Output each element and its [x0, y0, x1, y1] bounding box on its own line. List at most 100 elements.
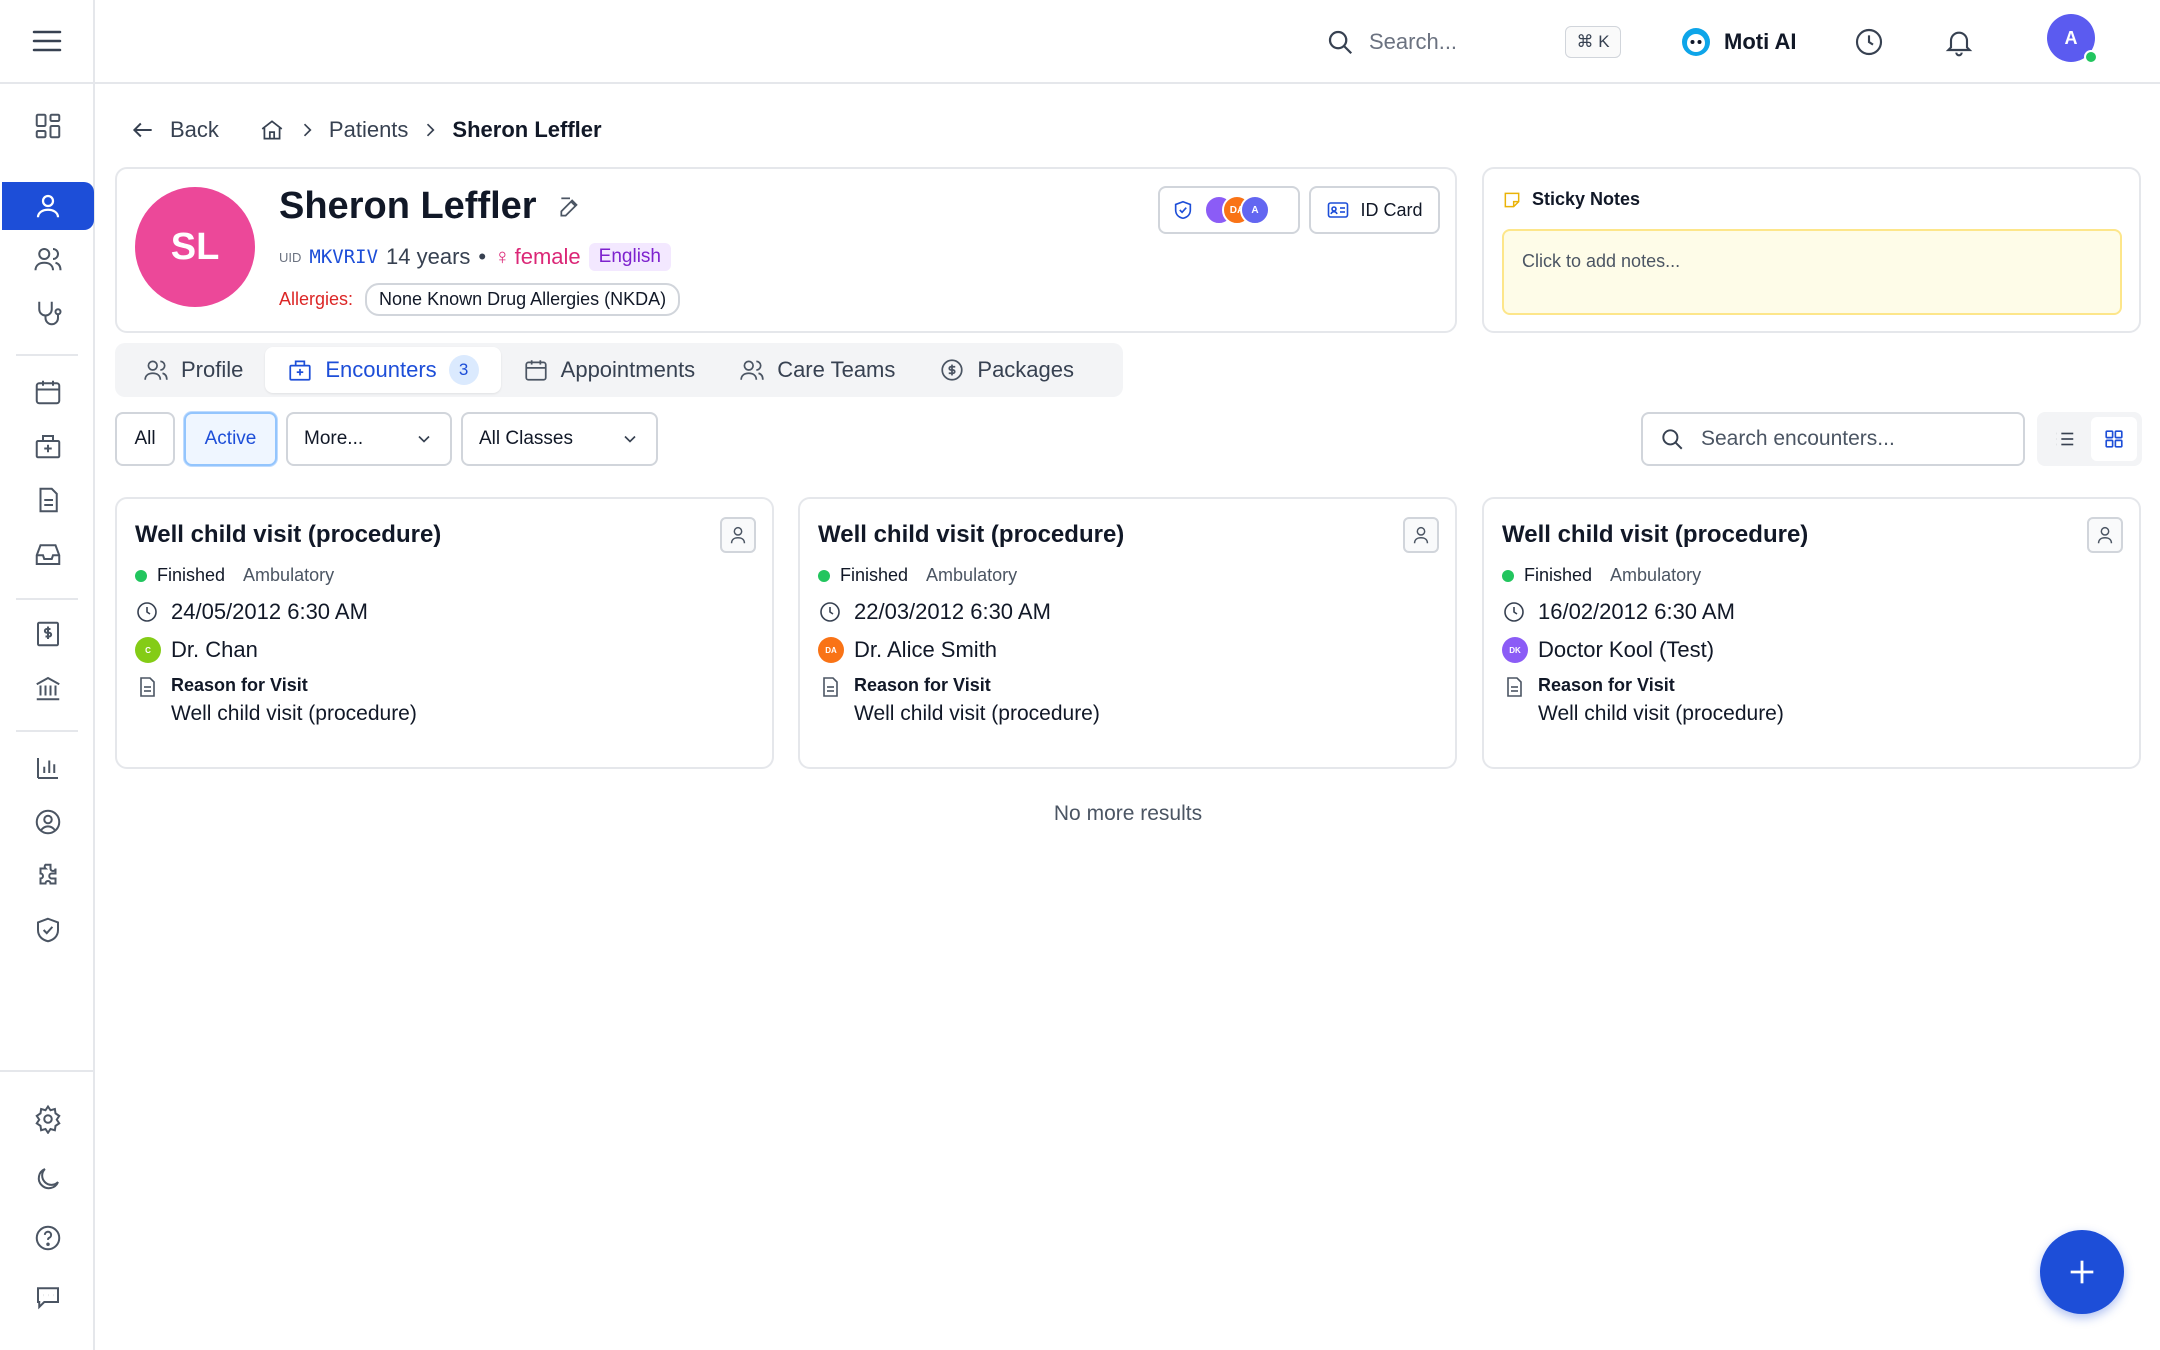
- tab-care-teams[interactable]: Care Teams: [717, 347, 917, 393]
- users-icon: [739, 357, 765, 383]
- bank-icon: [33, 673, 63, 703]
- user-avatar[interactable]: A: [2047, 14, 2098, 64]
- sidebar-item-billing[interactable]: [0, 610, 95, 658]
- tab-encounters[interactable]: Encounters 3: [265, 347, 501, 393]
- sidebar-item-facilities[interactable]: [0, 422, 95, 470]
- sidebar-item-inbox[interactable]: [0, 530, 95, 578]
- filter-all-button[interactable]: All: [115, 412, 175, 466]
- sidebar-item-settings[interactable]: [0, 1095, 95, 1143]
- sidebar-item-patient[interactable]: [2, 182, 94, 230]
- sidebar-item-dashboard[interactable]: [0, 102, 95, 150]
- home-icon[interactable]: [259, 117, 285, 143]
- message-icon: [33, 1282, 63, 1312]
- tab-packages[interactable]: Packages: [917, 347, 1096, 393]
- history-icon[interactable]: [1853, 26, 1885, 58]
- encounter-reason-row: Reason for Visit Well child visit (proce…: [1502, 675, 1784, 726]
- grid-view-button[interactable]: [2090, 417, 2137, 461]
- breadcrumb-patients[interactable]: Patients: [328, 117, 409, 142]
- moti-ai-button[interactable]: Moti AI: [1680, 24, 1797, 60]
- patient-meta: UID MKVRIV 14 years • ♀ female English: [279, 243, 671, 271]
- sidebar-item-account[interactable]: [0, 798, 95, 846]
- puzzle-icon: [33, 861, 63, 891]
- tab-appointments[interactable]: Appointments: [501, 347, 718, 393]
- encounter-participant-button[interactable]: [2087, 517, 2123, 553]
- chevron-right-icon: [297, 120, 317, 140]
- encounter-participant-button[interactable]: [1403, 517, 1439, 553]
- encounter-card[interactable]: Well child visit (procedure) Finished Am…: [115, 497, 774, 769]
- status-dot: [818, 569, 830, 582]
- grid-icon: [33, 111, 63, 141]
- reason-value: Well child visit (procedure): [854, 702, 1100, 725]
- encounter-date: 16/02/2012 6:30 AM: [1538, 599, 1735, 624]
- sidebar-item-patients[interactable]: [0, 235, 95, 283]
- edit-icon[interactable]: [557, 194, 583, 220]
- allergies-label: Allergies:: [279, 289, 354, 309]
- sidebar-item-documents[interactable]: [0, 476, 95, 524]
- sidebar-item-theme[interactable]: [0, 1155, 95, 1203]
- reason-label: Reason for Visit: [171, 675, 308, 695]
- sidebar-item-security[interactable]: [0, 906, 95, 954]
- sticky-notes-input[interactable]: Click to add notes...: [1502, 229, 2122, 315]
- sidebar-item-clinical[interactable]: [0, 289, 95, 337]
- patient-tabs: Profile Encounters 3 Appointments Care T…: [115, 343, 1123, 397]
- bell-icon[interactable]: [1943, 26, 1975, 58]
- dollar-circle-icon: [939, 357, 965, 383]
- sidebar-header: [0, 0, 93, 84]
- encounter-participant-button[interactable]: [720, 517, 756, 553]
- allergies-row: Allergies: None Known Drug Allergies (NK…: [279, 283, 681, 316]
- reason-value: Well child visit (procedure): [1538, 702, 1784, 725]
- encounter-date-row: 22/03/2012 6:30 AM: [818, 599, 1051, 625]
- sticky-notes-header: Sticky Notes: [1502, 189, 1640, 210]
- robot-icon: [1680, 26, 1712, 58]
- encounter-class: Ambulatory: [1610, 565, 1702, 585]
- encounter-reason-row: Reason for Visit Well child visit (proce…: [818, 675, 1100, 726]
- sidebar-item-finance[interactable]: [0, 664, 95, 712]
- encounter-date: 22/03/2012 6:30 AM: [854, 599, 1051, 624]
- list-view-button[interactable]: [2042, 417, 2088, 461]
- reason-value: Well child visit (procedure): [171, 702, 417, 725]
- no-more-results: No more results: [1053, 802, 1203, 825]
- practitioner-name: Dr. Alice Smith: [854, 637, 998, 662]
- encounter-card[interactable]: Well child visit (procedure) Finished Am…: [798, 497, 1457, 769]
- plus-icon: [2065, 1255, 2099, 1289]
- encounter-status-row: Finished Ambulatory: [135, 565, 334, 586]
- shortcut-badge: ⌘ K: [1565, 26, 1621, 58]
- global-search[interactable]: Search...: [1325, 20, 1457, 64]
- encounter-search-input[interactable]: [1701, 427, 2021, 451]
- patient-name: Sheron Leffler: [279, 185, 537, 227]
- file-text-icon: [818, 675, 842, 726]
- language-badge: English: [588, 243, 671, 271]
- sidebar-item-calendar[interactable]: [0, 368, 95, 416]
- tab-profile[interactable]: Profile: [121, 347, 265, 393]
- id-card-button[interactable]: ID Card: [1309, 186, 1440, 234]
- sidebar-item-feedback[interactable]: [0, 1273, 95, 1321]
- users-icon: [143, 357, 169, 383]
- encounter-card[interactable]: Well child visit (procedure) Finished Am…: [1482, 497, 2141, 769]
- encounter-title: Well child visit (procedure): [135, 521, 442, 548]
- class-filter-dropdown[interactable]: All Classes: [461, 412, 658, 466]
- shield-check-icon: [33, 915, 63, 945]
- status-dot: [135, 569, 147, 582]
- sidebar-item-help[interactable]: [0, 1214, 95, 1262]
- practitioner-avatar: DA: [818, 637, 844, 663]
- users-icon: [33, 244, 63, 274]
- moti-ai-label: Moti AI: [1724, 29, 1797, 54]
- dropdown-label: All Classes: [479, 428, 573, 449]
- patient-gender-label: female: [514, 244, 581, 269]
- status-more-dropdown[interactable]: More...: [286, 412, 452, 466]
- sidebar-item-reports[interactable]: [0, 744, 95, 792]
- patient-uid[interactable]: MKVRIV: [309, 246, 379, 268]
- menu-icon[interactable]: [32, 30, 62, 52]
- back-button[interactable]: Back: [130, 117, 219, 143]
- file-text-icon: [135, 675, 159, 726]
- sidebar-item-integrations[interactable]: [0, 852, 95, 900]
- filter-active-button[interactable]: Active: [184, 412, 277, 466]
- user-circle-icon: [33, 807, 63, 837]
- reason-label: Reason for Visit: [1538, 675, 1675, 695]
- allergy-badge[interactable]: None Known Drug Allergies (NKDA): [365, 283, 681, 316]
- patient-gender: ♀ female: [494, 244, 581, 270]
- sticky-note-icon: [1502, 190, 1522, 210]
- patient-avatar: SL: [135, 187, 255, 307]
- care-team-button[interactable]: DA A: [1158, 186, 1300, 234]
- add-encounter-button[interactable]: [2040, 1230, 2124, 1314]
